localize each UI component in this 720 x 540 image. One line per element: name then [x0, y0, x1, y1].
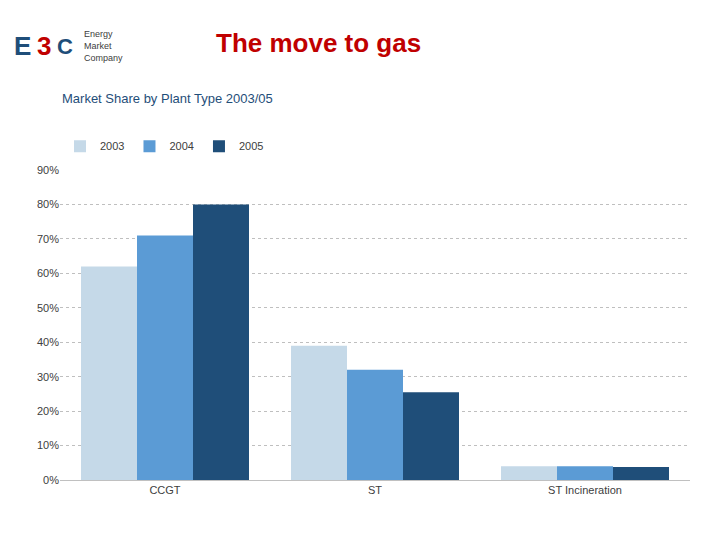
- svg-text:C: C: [57, 34, 73, 59]
- svg-text:Market: Market: [84, 41, 112, 51]
- svg-text:2005: 2005: [239, 140, 263, 152]
- svg-text:0%: 0%: [43, 474, 59, 486]
- svg-text:2003: 2003: [100, 140, 124, 152]
- svg-text:70%: 70%: [37, 233, 59, 245]
- svg-text:Market Share by Plant Type 200: Market Share by Plant Type 2003/05: [62, 91, 273, 106]
- svg-text:10%: 10%: [37, 439, 59, 451]
- svg-text:30%: 30%: [37, 371, 59, 383]
- svg-text:50%: 50%: [37, 302, 59, 314]
- svg-text:20%: 20%: [37, 405, 59, 417]
- svg-text:E: E: [14, 31, 31, 61]
- svg-text:60%: 60%: [37, 267, 59, 279]
- svg-text:The move to gas: The move to gas: [216, 28, 421, 58]
- svg-text:ST Incineration: ST Incineration: [548, 484, 622, 496]
- svg-text:80%: 80%: [37, 198, 59, 210]
- svg-text:CCGT: CCGT: [149, 484, 180, 496]
- svg-text:3: 3: [37, 31, 51, 61]
- svg-text:Company: Company: [84, 53, 123, 63]
- svg-text:40%: 40%: [37, 336, 59, 348]
- svg-text:2004: 2004: [169, 140, 193, 152]
- svg-text:ST: ST: [368, 484, 382, 496]
- svg-text:90%: 90%: [37, 164, 59, 176]
- svg-text:Energy: Energy: [84, 29, 113, 39]
